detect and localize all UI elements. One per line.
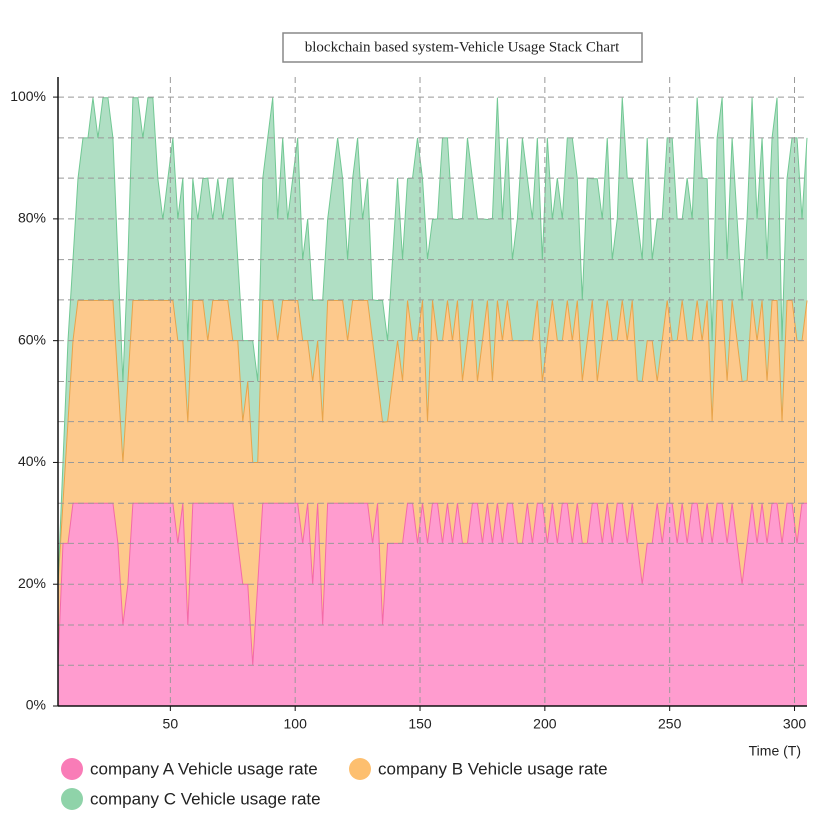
legend-label: company B Vehicle usage rate <box>378 759 608 778</box>
legend-label: company C Vehicle usage rate <box>90 789 321 808</box>
x-tick-label: 150 <box>408 716 432 732</box>
y-tick-label: 0% <box>26 697 46 713</box>
y-tick-label: 100% <box>10 88 46 104</box>
legend-marker <box>61 788 83 810</box>
y-tick-label: 80% <box>18 210 46 226</box>
x-tick-label: 250 <box>658 716 682 732</box>
x-tick-label: 300 <box>783 716 807 732</box>
area <box>58 300 807 666</box>
y-tick-label: 20% <box>18 575 46 591</box>
legend-marker <box>349 758 371 780</box>
x-tick-label: 100 <box>284 716 308 732</box>
x-tick-label: 200 <box>533 716 557 732</box>
area <box>58 503 807 706</box>
x-tick-label: 50 <box>163 716 179 732</box>
chart-title: blockchain based system-Vehicle Usage St… <box>305 39 620 55</box>
title-box <box>282 32 643 63</box>
y-tick-label: 60% <box>18 331 46 347</box>
y-tick-label: 40% <box>18 453 46 469</box>
legend-label: company A Vehicle usage rate <box>90 759 318 778</box>
legend-marker <box>61 758 83 780</box>
x-axis-label: Time (T) <box>749 743 801 759</box>
